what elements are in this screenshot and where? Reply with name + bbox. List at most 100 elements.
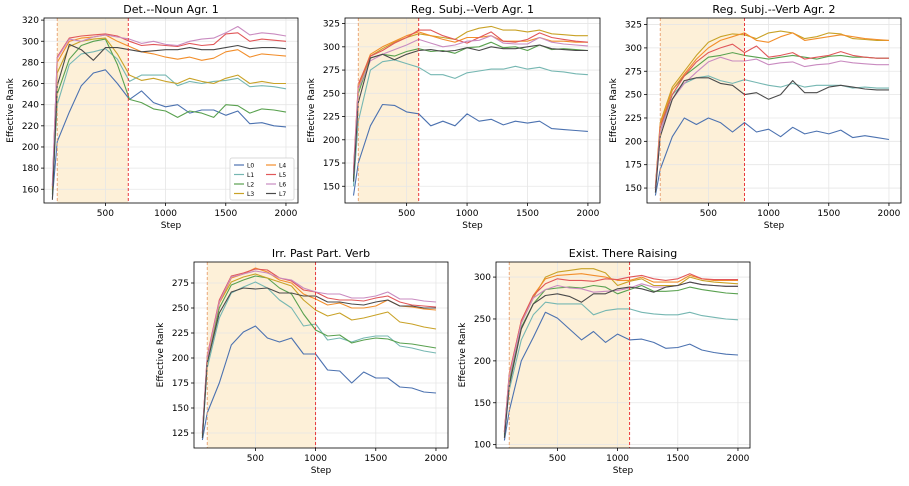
series-line-l5 [503,273,738,432]
legend-label-l5: L5 [279,172,286,179]
y-axis-label: Effective Rank [307,77,317,142]
series-line-l4 [51,34,287,188]
legend-label-l6: L6 [279,182,286,189]
y-tick-label: 300 [474,273,491,283]
legend-box [229,157,295,201]
series-line-l0 [503,311,739,441]
x-tick-label: 1000 [154,209,177,219]
y-tick-label: 280 [22,58,39,68]
series-line-l5 [51,32,287,186]
series-line-l7 [654,77,889,193]
y-tick-label: 275 [625,67,642,77]
x-tick-label: 1000 [304,454,327,464]
chart-title: Exist. There Raising [569,247,678,260]
x-tick-label: 1500 [817,209,840,219]
series-line-l7 [352,44,588,182]
y-axis-label: Effective Rank [6,77,16,142]
chart-title: Reg. Subj.--Verb Agr. 2 [712,3,835,16]
x-tick-label: 1500 [666,454,689,464]
x-axis-label: Step [764,221,785,231]
chart-panel-2: 500 1000 1500 2000 150 175 200 225 250 275 300 325 R… [307,3,601,231]
y-tick-label: 225 [172,329,189,339]
shaded-region [57,18,129,203]
series-line-l7 [51,43,287,200]
chart-title: Det.--Noun Agr. 1 [123,3,218,16]
x-axis-label: Step [462,221,483,231]
y-tick-label: 275 [323,66,340,76]
series-line-l2 [503,284,739,435]
y-tick-label: 100 [474,441,491,451]
y-tick-label: 240 [22,101,39,111]
x-tick-label: 2000 [275,209,298,219]
chart-panel-4: 500 1000 1500 2000 125 150 175 200 225 250 275 Irr.… [156,247,449,476]
x-tick-label: 2000 [878,209,901,219]
x-tick-label: 1500 [214,209,237,219]
y-tick-label: 150 [625,184,642,194]
series-line-l6 [352,35,588,175]
y-tick-label: 325 [323,20,340,30]
y-tick-label: 300 [22,37,39,47]
y-tick-label: 250 [474,315,491,325]
y-tick-label: 200 [474,357,491,367]
x-tick-label: 1500 [364,454,387,464]
y-tick-label: 300 [323,43,340,53]
x-tick-label: 1000 [456,209,479,219]
y-axis-label: Effective Rank [458,322,468,387]
plot-frame [193,261,449,449]
chart-panel-5: 500 1000 1500 2000 100 150 200 250 300 Exist. The… [458,247,751,476]
x-axis-label: Step [311,466,332,476]
y-tick-label: 175 [625,161,642,171]
series-line-l3 [352,25,588,176]
y-tick-label: 160 [22,185,39,195]
series-line-l3 [654,30,889,187]
x-axis-label: Step [613,466,634,476]
series-line-l5 [352,29,588,170]
x-tick-label: 1000 [757,209,780,219]
y-tick-label: 150 [323,182,340,192]
x-axis-label: Step [161,221,182,231]
y-tick-label: 150 [172,404,189,414]
series-line-l7 [201,287,436,439]
x-tick-label: 2000 [576,209,599,219]
y-axis-label: Effective Rank [156,322,166,387]
x-tick-label: 2000 [425,454,448,464]
y-tick-label: 275 [172,279,189,289]
plot-frame [495,261,751,449]
series-line-l4 [654,32,890,189]
y-tick-label: 300 [625,44,642,54]
series-line-l1 [503,301,739,437]
y-tick-label: 180 [22,164,39,174]
series-line-l3 [51,37,286,190]
series-line-l2 [654,52,889,189]
legend-label-l4: L4 [279,163,286,170]
plot-frame [43,17,299,204]
y-tick-label: 175 [172,379,189,389]
shaded-region [660,18,745,203]
legend-label-l1: L1 [247,172,254,179]
y-tick-label: 260 [22,80,39,90]
plot-frame [646,17,902,204]
y-tick-label: 175 [323,159,340,169]
series-line-l0 [352,103,588,196]
x-tick-label: 500 [549,454,566,464]
chart-panel-1: 500 1000 1500 2000 160 180 200 220 240 260 280 300 3… [6,3,299,231]
y-tick-label: 220 [22,122,39,132]
legend-label-l2: L2 [247,182,254,189]
chart-panel-3: 500 1000 1500 2000 150 175 200 225 250 275 300 325 R… [609,3,902,231]
y-tick-label: 150 [474,399,491,409]
series-line-l2 [51,38,287,195]
series-line-l6 [51,25,287,187]
series-line-l1 [654,75,889,190]
x-tick-label: 1500 [516,209,539,219]
y-tick-label: 200 [625,137,642,147]
plot-frame [344,17,601,204]
x-tick-label: 1000 [606,454,629,464]
y-axis-label: Effective Rank [609,77,619,142]
x-tick-label: 500 [700,209,717,219]
y-tick-label: 200 [323,136,340,146]
y-tick-label: 250 [172,304,189,314]
y-tick-label: 125 [172,429,189,439]
y-tick-label: 250 [625,91,642,101]
chart-title: Reg. Subj.--Verb Agr. 1 [411,3,534,16]
